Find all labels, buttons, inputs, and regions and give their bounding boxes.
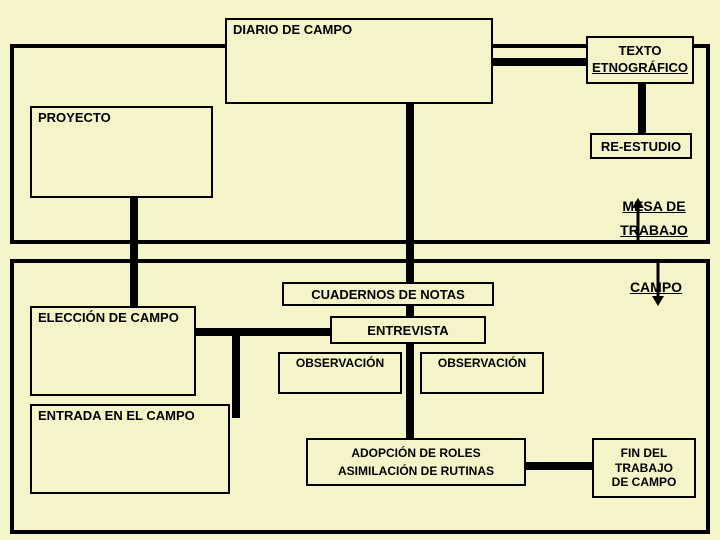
label-mesa-de: MESA DE [604, 198, 704, 214]
text-texto-l2: ETNOGRÁFICO [592, 60, 688, 77]
conn-diario-texto [493, 58, 586, 66]
text-fin-l3: DE CAMPO [612, 475, 677, 489]
text-adopcion-l1: ADOPCIÓN DE ROLES [351, 444, 480, 462]
conn-proyecto-eleccion [130, 198, 138, 306]
box-entrada: ENTRADA EN EL CAMPO [30, 404, 230, 494]
text-cuadernos: CUADERNOS DE NOTAS [311, 287, 465, 302]
text-diario: DIARIO DE CAMPO [233, 22, 352, 37]
conn-texto-reestudio [638, 84, 646, 133]
label-campo: CAMPO [616, 279, 696, 295]
box-fin: FIN DEL TRABAJO DE CAMPO [592, 438, 696, 498]
text-entrevista: ENTREVISTA [367, 323, 448, 338]
text-trabajo: TRABAJO [620, 222, 688, 238]
text-obs1: OBSERVACIÓN [296, 356, 384, 370]
text-adopcion-l2: ASIMILACIÓN DE RUTINAS [338, 462, 494, 480]
text-mesa-de: MESA DE [622, 198, 685, 214]
conn-diario-cuadernos [406, 104, 414, 282]
text-fin-l2: TRABAJO [615, 461, 673, 475]
box-entrevista: ENTREVISTA [330, 316, 486, 344]
diagram-canvas: DIARIO DE CAMPO TEXTO ETNOGRÁFICO PROYEC… [0, 0, 720, 540]
box-diario: DIARIO DE CAMPO [225, 18, 493, 104]
box-eleccion: ELECCIÓN DE CAMPO [30, 306, 196, 396]
text-proyecto: PROYECTO [38, 110, 111, 125]
conn-entrevista-adopcion [406, 344, 414, 438]
text-texto-l1: TEXTO [618, 43, 661, 60]
text-reestudio: RE-ESTUDIO [601, 139, 681, 154]
box-proyecto: PROYECTO [30, 106, 213, 198]
text-obs2: OBSERVACIÓN [438, 356, 526, 370]
text-eleccion: ELECCIÓN DE CAMPO [38, 310, 179, 325]
conn-eleccion-entrada [232, 328, 240, 418]
conn-eleccion-h [196, 328, 330, 336]
box-obs2: OBSERVACIÓN [420, 352, 544, 394]
box-texto: TEXTO ETNOGRÁFICO [586, 36, 694, 84]
label-trabajo: TRABAJO [604, 222, 704, 238]
text-entrada: ENTRADA EN EL CAMPO [38, 408, 195, 423]
box-cuadernos: CUADERNOS DE NOTAS [282, 282, 494, 306]
conn-adopcion-fin [526, 462, 592, 470]
text-fin-l1: FIN DEL [621, 446, 668, 460]
text-campo: CAMPO [630, 279, 682, 295]
box-reestudio: RE-ESTUDIO [590, 133, 692, 159]
box-adopcion: ADOPCIÓN DE ROLES ASIMILACIÓN DE RUTINAS [306, 438, 526, 486]
box-obs1: OBSERVACIÓN [278, 352, 402, 394]
